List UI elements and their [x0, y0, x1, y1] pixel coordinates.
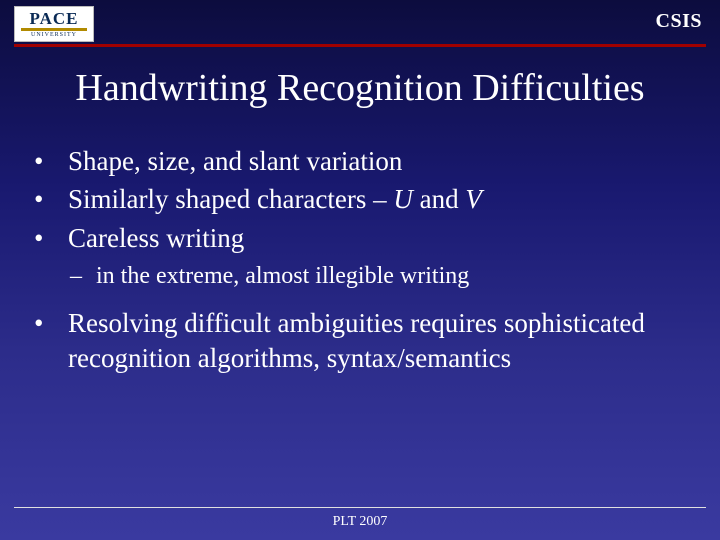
- bullet-1: • Shape, size, and slant variation: [30, 144, 690, 179]
- header-label-right: CSIS: [656, 10, 702, 33]
- bullet-2-prefix: Similarly shaped characters –: [68, 184, 393, 214]
- bullet-text: Shape, size, and slant variation: [68, 144, 690, 179]
- bullet-4: • Resolving difficult ambiguities requir…: [30, 306, 690, 375]
- bullet-text: Similarly shaped characters – U and V: [68, 182, 690, 217]
- bullet-2-italic-u: U: [393, 184, 413, 214]
- bullet-dot: •: [30, 144, 68, 179]
- dash-icon: –: [70, 261, 96, 292]
- bullet-3: • Careless writing: [30, 221, 690, 256]
- footer-text: PLT 2007: [0, 514, 720, 530]
- sub-bullet-1: – in the extreme, almost illegible writi…: [70, 261, 690, 292]
- bullet-2-mid: and: [413, 184, 465, 214]
- logo-text: PACE: [29, 10, 78, 27]
- sub-bullet-text: in the extreme, almost illegible writing: [96, 261, 690, 292]
- bullet-dot: •: [30, 306, 68, 375]
- slide-title: Handwriting Recognition Difficulties: [0, 68, 720, 110]
- bullet-text: Careless writing: [68, 221, 690, 256]
- bullet-2: • Similarly shaped characters – U and V: [30, 182, 690, 217]
- bullet-dot: •: [30, 182, 68, 217]
- bullet-dot: •: [30, 221, 68, 256]
- header-rule: [14, 44, 706, 47]
- slide: PACE UNIVERSITY CSIS Handwriting Recogni…: [0, 0, 720, 540]
- logo-bar: [21, 28, 87, 31]
- header: PACE UNIVERSITY CSIS: [0, 0, 720, 54]
- logo-subtext: UNIVERSITY: [31, 32, 77, 38]
- bullet-2-italic-v: V: [465, 184, 482, 214]
- bullet-text: Resolving difficult ambiguities requires…: [68, 306, 690, 375]
- pace-logo: PACE UNIVERSITY: [14, 6, 94, 42]
- footer-rule: [14, 507, 706, 508]
- content: • Shape, size, and slant variation • Sim…: [30, 144, 690, 375]
